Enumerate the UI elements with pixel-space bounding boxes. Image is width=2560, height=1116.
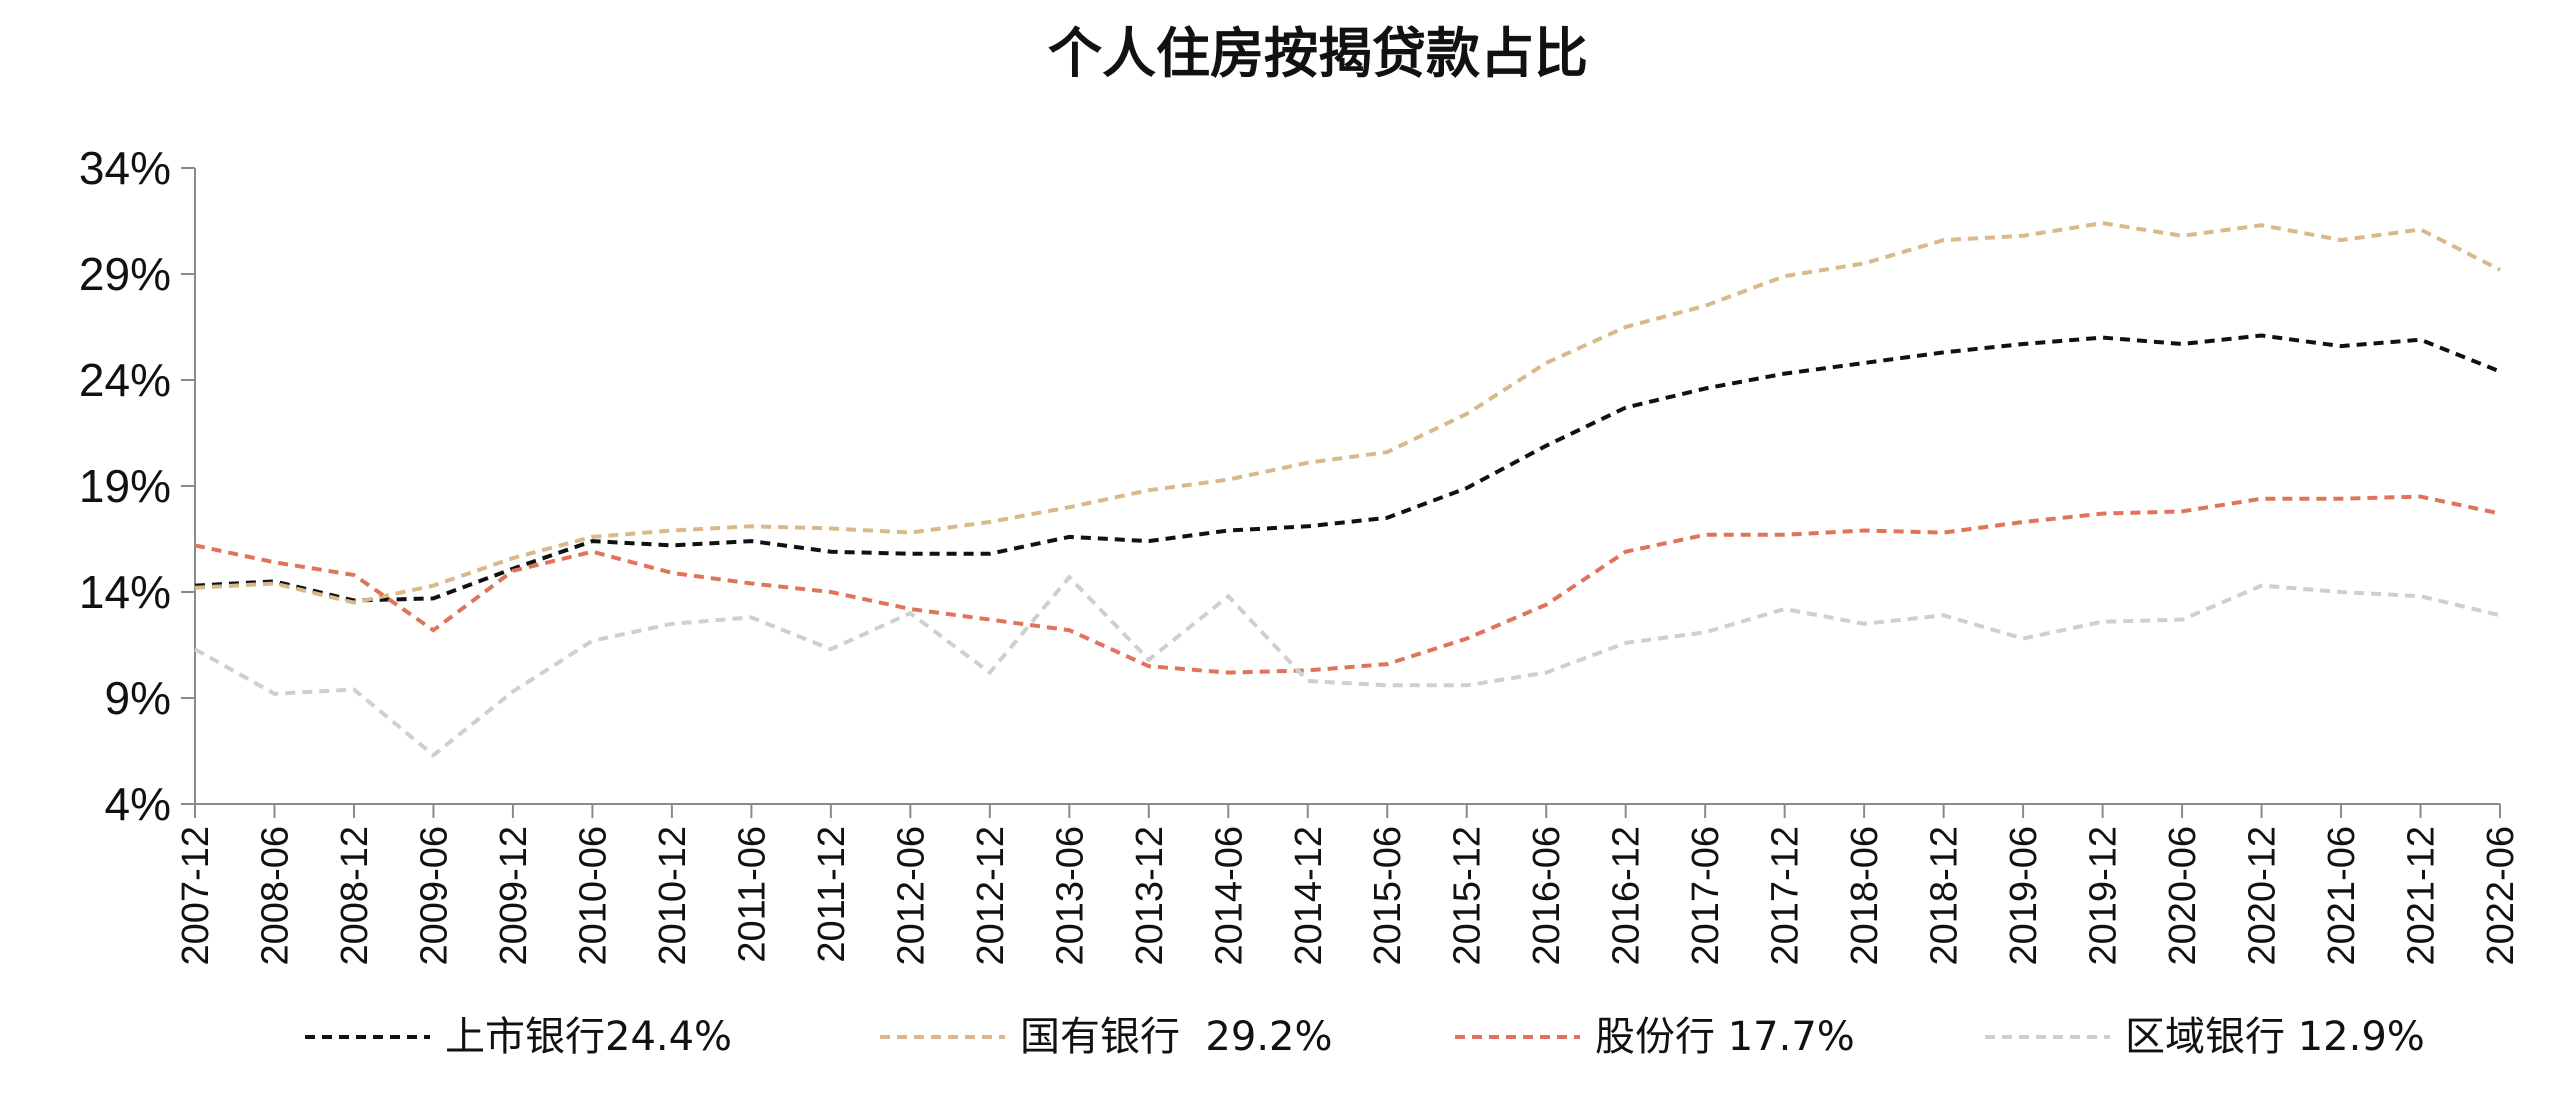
x-tick-label: 2007-12	[175, 826, 217, 965]
chart-legend: 上市银行24.4% 国有银行 29.2% 股份行 17.7% 区域银行 12.9%	[305, 1014, 2425, 1060]
x-tick-label: 2016-12	[1606, 826, 1648, 965]
x-tick-label: 2016-06	[1526, 826, 1568, 965]
x-tick-label: 2017-12	[1765, 826, 1807, 965]
x-tick-label: 2020-06	[2162, 826, 2204, 965]
y-tick-label: 9%	[105, 672, 171, 724]
x-tick-label: 2008-12	[334, 826, 376, 965]
x-tick-label: 2010-06	[572, 826, 614, 965]
x-tick-label: 2022-06	[2480, 826, 2522, 965]
chart-title: 个人住房按揭贷款占比	[1048, 22, 1588, 85]
y-tick-label: 34%	[79, 142, 171, 194]
series-line-3	[194, 494, 2501, 675]
legend-entry: 股份行 17.7%	[1595, 1014, 1855, 1060]
x-tick-label: 2013-06	[1049, 826, 1091, 965]
x-tick-label: 2021-12	[2401, 826, 2443, 965]
x-tick-label: 2008-06	[254, 826, 296, 965]
legend-entry: 国有银行 29.2%	[1020, 1014, 1333, 1060]
y-tick-label: 4%	[105, 778, 171, 830]
x-tick-label: 2014-06	[1208, 826, 1250, 965]
x-tick-label: 2020-12	[2242, 826, 2284, 965]
x-tick-label: 2015-06	[1367, 826, 1409, 965]
x-tick-label: 2021-06	[2321, 826, 2363, 965]
x-tick-label: 2015-12	[1447, 826, 1489, 965]
x-tick-label: 2011-06	[731, 826, 773, 963]
x-tick-label: 2009-12	[493, 826, 535, 965]
series-line-2	[194, 221, 2501, 605]
legend-entry: 区域银行 12.9%	[2125, 1014, 2425, 1060]
x-tick-label: 2019-12	[2083, 826, 2125, 965]
x-tick-label: 2018-12	[1924, 826, 1966, 965]
x-tick-label: 2019-06	[2003, 826, 2045, 965]
x-tick-label: 2013-12	[1129, 826, 1171, 965]
chart-axes: 4% 9% 14% 19% 24% 29% 34% 2007-12 2008-06 2008-12…	[79, 142, 2522, 965]
y-tick-label: 14%	[79, 566, 171, 618]
x-tick-label: 2012-12	[970, 826, 1012, 965]
y-tick-label: 19%	[79, 460, 171, 512]
x-tick-label: 2009-06	[413, 826, 455, 965]
x-tick-label: 2017-06	[1685, 826, 1727, 965]
series-line-1	[194, 333, 2501, 603]
chart-series	[194, 221, 2501, 758]
series-line-4	[194, 574, 2501, 758]
y-tick-label: 29%	[79, 248, 171, 300]
x-tick-label: 2011-12	[811, 826, 853, 963]
y-tick-label: 24%	[79, 354, 171, 406]
legend-entry: 上市银行24.4%	[445, 1014, 732, 1060]
x-tick-label: 2014-12	[1288, 826, 1330, 965]
x-tick-label: 2018-06	[1844, 826, 1886, 965]
x-tick-label: 2010-12	[652, 826, 694, 965]
x-tick-label: 2012-06	[890, 826, 932, 965]
